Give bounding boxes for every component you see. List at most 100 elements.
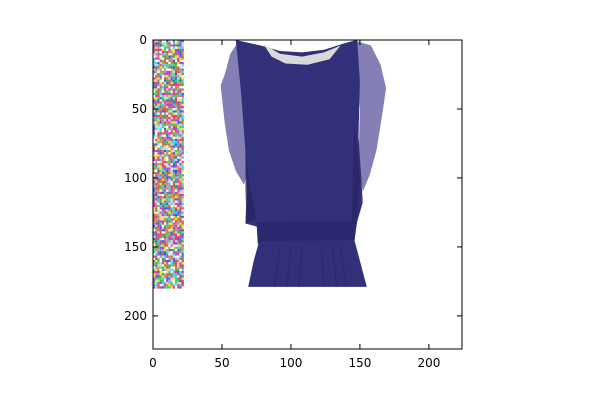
noise-pixel [164, 154, 167, 157]
noise-pixel [166, 233, 169, 236]
noise-pixel [166, 282, 169, 285]
noise-pixel [159, 207, 162, 210]
noise-pixel [177, 266, 180, 269]
noise-pixel [164, 262, 167, 265]
noise-pixel [179, 209, 182, 212]
noise-pixel [170, 165, 173, 168]
noise-pixel [164, 242, 167, 245]
noise-pixel [166, 132, 169, 135]
noise-pixel [177, 62, 180, 65]
noise-pixel [159, 112, 162, 115]
noise-pixel [181, 143, 184, 146]
noise-pixel [157, 158, 160, 161]
noise-pixel [172, 79, 175, 82]
noise-pixel [159, 273, 162, 276]
noise-pixel [157, 90, 160, 93]
noise-pixel [179, 112, 182, 115]
noise-pixel [166, 266, 169, 269]
noise-pixel [168, 189, 171, 192]
noise-pixel [164, 205, 167, 208]
noise-pixel [181, 103, 184, 106]
noise-pixel [175, 125, 178, 128]
noise-pixel [157, 268, 160, 271]
noise-pixel [161, 81, 164, 84]
noise-pixel [181, 130, 184, 133]
noise-pixel [155, 106, 158, 109]
noise-pixel [159, 222, 162, 225]
noise-pixel [175, 279, 178, 282]
noise-pixel [157, 242, 160, 245]
noise-pixel [179, 152, 182, 155]
noise-pixel [164, 235, 167, 238]
noise-pixel [157, 125, 160, 128]
noise-pixel [181, 42, 184, 45]
noise-pixel [159, 227, 162, 230]
noise-pixel [168, 222, 171, 225]
noise-pixel [161, 77, 164, 80]
noise-pixel [168, 178, 171, 181]
noise-pixel [164, 101, 167, 104]
noise-pixel [179, 154, 182, 157]
noise-pixel [166, 108, 169, 111]
noise-pixel [170, 158, 173, 161]
noise-pixel [153, 66, 156, 69]
noise-pixel [155, 88, 158, 91]
noise-pixel [175, 172, 178, 175]
noise-pixel [159, 244, 162, 247]
noise-pixel [181, 249, 184, 252]
noise-pixel [179, 110, 182, 113]
noise-pixel [161, 108, 164, 111]
noise-pixel [168, 66, 171, 69]
noise-pixel [170, 99, 173, 102]
noise-pixel [159, 282, 162, 285]
noise-pixel [161, 231, 164, 234]
noise-pixel [170, 169, 173, 172]
noise-pixel [155, 172, 158, 175]
noise-pixel [172, 70, 175, 73]
noise-pixel [168, 260, 171, 263]
noise-pixel [166, 88, 169, 91]
noise-pixel [170, 253, 173, 256]
noise-pixel [164, 222, 167, 225]
noise-pixel [181, 275, 184, 278]
noise-pixel [179, 145, 182, 148]
noise-pixel [168, 200, 171, 203]
noise-pixel [155, 84, 158, 87]
noise-pixel [161, 176, 164, 179]
noise-pixel [166, 77, 169, 80]
noise-pixel [153, 48, 156, 51]
noise-pixel [155, 152, 158, 155]
noise-pixel [168, 88, 171, 91]
noise-pixel [181, 246, 184, 249]
noise-pixel [153, 194, 156, 197]
noise-pixel [155, 249, 158, 252]
noise-pixel [164, 264, 167, 267]
noise-pixel [161, 106, 164, 109]
noise-pixel [161, 211, 164, 214]
noise-pixel [153, 46, 156, 49]
noise-pixel [157, 114, 160, 117]
noise-pixel [181, 255, 184, 258]
noise-pixel [153, 251, 156, 254]
noise-pixel [155, 114, 158, 117]
noise-pixel [181, 112, 184, 115]
noise-pixel [161, 213, 164, 216]
noise-pixel [161, 242, 164, 245]
noise-pixel [157, 112, 160, 115]
noise-pixel [159, 40, 162, 43]
noise-pixel [153, 257, 156, 260]
noise-pixel [172, 121, 175, 124]
noise-pixel [164, 88, 167, 91]
noise-pixel [164, 57, 167, 60]
noise-pixel [172, 209, 175, 212]
noise-pixel [155, 44, 158, 47]
noise-pixel [157, 183, 160, 186]
noise-pixel [155, 73, 158, 76]
noise-pixel [159, 123, 162, 126]
noise-pixel [164, 178, 167, 181]
noise-pixel [161, 143, 164, 146]
noise-pixel [164, 130, 167, 133]
noise-pixel [153, 220, 156, 223]
noise-pixel [168, 244, 171, 247]
noise-pixel [153, 134, 156, 137]
